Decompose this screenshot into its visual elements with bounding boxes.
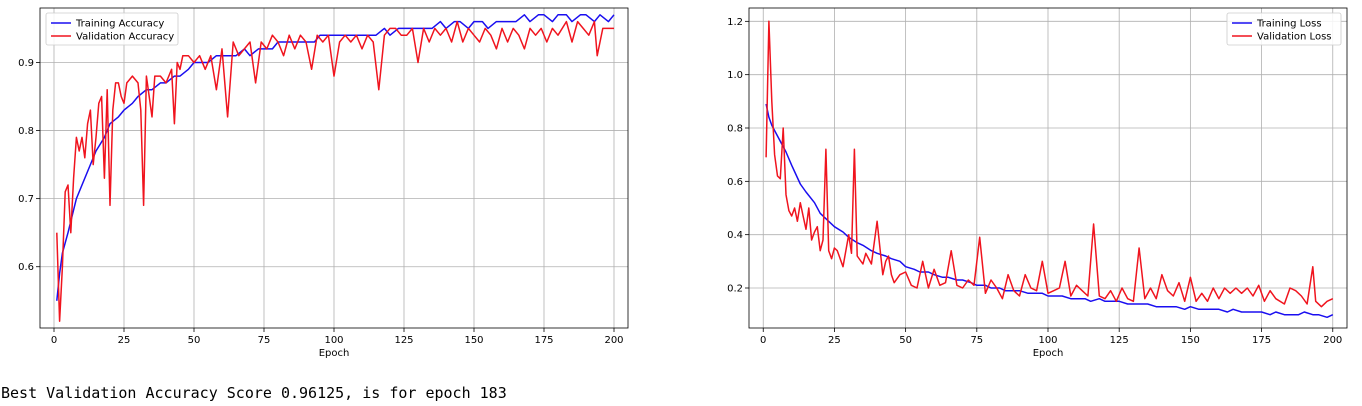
x-tick-label: 25 [828, 335, 841, 346]
y-tick-label: 0.9 [18, 58, 34, 69]
y-tick-label: 0.4 [727, 230, 743, 241]
y-tick-label: 1.0 [727, 70, 743, 81]
legend-box [1226, 12, 1342, 46]
y-tick-label: 0.8 [727, 124, 743, 135]
legend-label: Training Accuracy [75, 19, 164, 30]
y-tick-label: 0.6 [727, 177, 743, 188]
x-tick-label: 125 [1110, 335, 1129, 346]
x-tick-label: 50 [188, 335, 201, 346]
legend-label: Validation Accuracy [76, 32, 174, 43]
legend-label: Training Loss [1256, 19, 1322, 30]
output-text: Best Validation Accuracy Score 0.96125, … [1, 384, 507, 402]
legend: Training Loss Validation Loss [1226, 12, 1342, 46]
x-tick-label: 75 [970, 335, 983, 346]
x-axis-label: Epoch [1033, 348, 1064, 359]
y-tick-label: 0.8 [18, 126, 34, 137]
y-tick-label: 0.2 [727, 284, 743, 295]
x-tick-label: 0 [51, 335, 57, 346]
plot-frame [748, 7, 1348, 329]
chart-2: 0 25 50 75 100 125 150 175 200 0.2 0.4 0.6 0.8 1.0 1.2… [727, 7, 1348, 359]
x-tick-label: 75 [258, 335, 271, 346]
y-tick-label: 0.7 [18, 194, 34, 205]
chart-1: 0 25 50 75 100 125 150 175 200 0.6 0.7 0.8 0.9 Epoch T… [18, 7, 629, 359]
x-tick-label: 100 [324, 335, 343, 346]
x-tick-label: 175 [1252, 335, 1271, 346]
x-tick-label: 150 [1181, 335, 1200, 346]
x-tick-label: 200 [1323, 335, 1342, 346]
series-line-validation-accuracy [56, 20, 614, 322]
x-tick-label: 50 [899, 335, 912, 346]
legend: Training Accuracy Validation Accuracy [45, 12, 179, 46]
y-tick-label: 1.2 [727, 17, 743, 28]
series-line-training-accuracy [56, 14, 615, 301]
x-tick-label: 125 [394, 335, 413, 346]
x-axis-label: Epoch [319, 348, 350, 359]
x-tick-label: 175 [534, 335, 553, 346]
plot-frame [39, 7, 629, 329]
figure: 0 25 50 75 100 125 150 175 200 0.6 0.7 0.8 0.9 Epoch T… [18, 7, 1348, 359]
x-tick-label: 25 [118, 335, 131, 346]
series-line-validation-loss [765, 20, 1334, 308]
series-line-training-loss [765, 103, 1334, 319]
legend-box [45, 12, 179, 46]
legend-label: Validation Loss [1257, 32, 1332, 43]
x-tick-label: 150 [464, 335, 483, 346]
x-tick-label: 200 [604, 335, 623, 346]
x-tick-label: 0 [760, 335, 766, 346]
y-tick-label: 0.6 [18, 262, 34, 273]
x-tick-label: 100 [1038, 335, 1057, 346]
